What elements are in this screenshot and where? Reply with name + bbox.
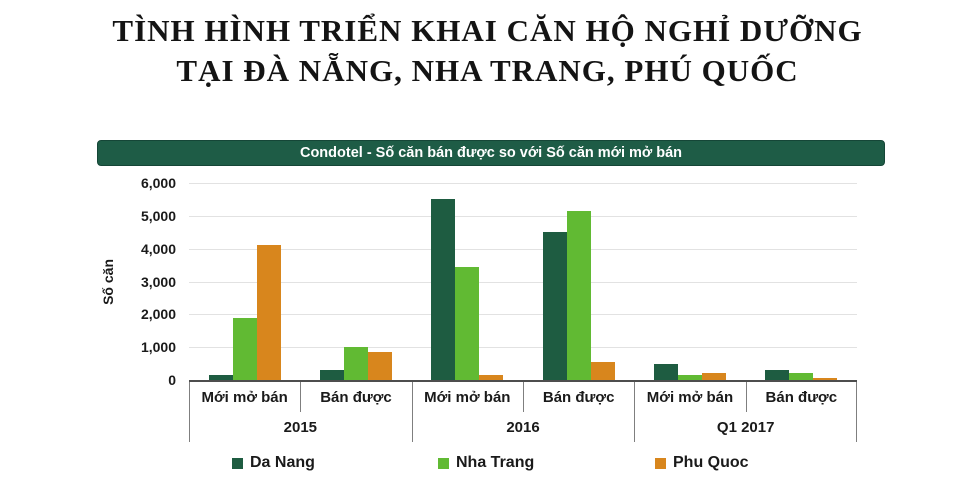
y-tick-label: 5,000 bbox=[140, 207, 176, 224]
bar-da-nang bbox=[319, 370, 344, 380]
gridline bbox=[189, 248, 857, 250]
axis-divider-line bbox=[634, 382, 636, 442]
legend: Da Nang Nha Trang Phu Quoc bbox=[0, 449, 975, 479]
bar-phu-quoc bbox=[367, 352, 392, 380]
bar-da-nang bbox=[765, 370, 790, 380]
bar-phu-quoc bbox=[479, 375, 504, 380]
x-axis-label-table: Mới mở bán Bán được Mới mở bán Bán được Mới … bbox=[189, 382, 857, 442]
y-tick-label: 1,000 bbox=[140, 339, 176, 356]
bar-phu-quoc bbox=[701, 373, 726, 380]
x-axis-period-label: Q1 2017 bbox=[716, 418, 775, 436]
y-tick-label: 0 bbox=[168, 372, 176, 388]
bar-phu-quoc bbox=[813, 378, 838, 380]
bar-groups bbox=[189, 183, 857, 380]
bar-nha-trang bbox=[677, 375, 702, 380]
bar-group bbox=[189, 183, 300, 380]
x-axis-category-label: Bán được bbox=[542, 388, 615, 406]
x-axis-category-row: Mới mở bán Bán được Mới mở bán Bán được Mới … bbox=[189, 382, 857, 412]
page-title-line-1: TÌNH HÌNH TRIỂN KHAI CĂN HỘ NGHỈ DƯỠNG bbox=[112, 13, 863, 48]
bar-nha-trang bbox=[232, 317, 257, 380]
bar-group bbox=[412, 183, 523, 380]
legend-item-da-nang: Da Nang bbox=[232, 454, 315, 472]
axis-divider-line bbox=[856, 382, 857, 442]
gridline bbox=[189, 281, 857, 283]
x-axis-category-label: Mới mở bán bbox=[646, 388, 734, 406]
y-tick-label: 3,000 bbox=[140, 273, 176, 290]
bar-nha-trang bbox=[566, 210, 591, 380]
legend-label: Da Nang bbox=[250, 454, 315, 471]
bar-group bbox=[523, 183, 634, 380]
x-axis-category-label: Bán được bbox=[765, 388, 838, 406]
x-axis-category-label: Bán được bbox=[320, 388, 392, 406]
plot-area bbox=[189, 183, 857, 382]
gridline bbox=[189, 183, 857, 184]
bar-da-nang bbox=[542, 232, 567, 380]
bar-da-nang bbox=[208, 375, 233, 380]
axis-divider-line bbox=[745, 382, 747, 412]
legend-label: Phu Quoc bbox=[673, 454, 749, 471]
bar-da-nang bbox=[653, 363, 678, 380]
chart-title-text: Condotel - Số căn bán được so với Số căn… bbox=[299, 145, 683, 161]
gridline bbox=[189, 314, 857, 316]
gridline bbox=[189, 215, 857, 217]
legend-swatch-icon bbox=[438, 457, 449, 469]
x-axis-category-label: Mới mở bán bbox=[424, 388, 511, 406]
x-axis-period-label: 2015 bbox=[283, 418, 318, 436]
legend-swatch-icon bbox=[655, 457, 666, 469]
axis-divider-line bbox=[523, 382, 524, 412]
bar-nha-trang bbox=[343, 347, 368, 380]
chart-title-bar: Condotel - Số căn bán được so với Số căn… bbox=[97, 140, 885, 166]
bar-group bbox=[746, 183, 857, 380]
legend-swatch-icon bbox=[232, 457, 243, 469]
axis-divider-line bbox=[411, 382, 413, 442]
axis-divider-line bbox=[300, 382, 302, 412]
y-tick-label: 4,000 bbox=[140, 240, 176, 257]
page-title: TÌNH HÌNH TRIỂN KHAI CĂN HỘ NGHỈ DƯỠNG T… bbox=[0, 11, 975, 91]
gridline bbox=[189, 347, 857, 349]
legend-item-nha-trang: Nha Trang bbox=[438, 454, 534, 472]
x-axis-period-label: 2016 bbox=[506, 418, 540, 436]
y-tick-label: 2,000 bbox=[140, 306, 176, 323]
x-axis-period-row: 2015 2016 Q1 2017 bbox=[189, 412, 857, 442]
bar-group bbox=[634, 183, 745, 380]
legend-label: Nha Trang bbox=[456, 454, 535, 471]
x-axis-category-label: Mới mở bán bbox=[201, 388, 288, 406]
legend-item-phu-quoc: Phu Quoc bbox=[655, 454, 749, 472]
bar-phu-quoc bbox=[590, 361, 615, 380]
y-axis-tick-labels: 6,000 5,000 4,000 3,000 2,000 1,000 0 bbox=[0, 175, 176, 388]
bar-group bbox=[300, 183, 411, 380]
page-title-line-2: TẠI ĐÀ NẴNG, NHA TRANG, PHÚ QUỐC bbox=[176, 53, 799, 88]
bar-nha-trang bbox=[455, 266, 480, 380]
bar-phu-quoc bbox=[256, 245, 281, 380]
bar-da-nang bbox=[431, 199, 456, 380]
y-tick-label: 6,000 bbox=[140, 175, 176, 191]
bar-nha-trang bbox=[789, 373, 814, 380]
axis-divider-line bbox=[189, 382, 190, 442]
